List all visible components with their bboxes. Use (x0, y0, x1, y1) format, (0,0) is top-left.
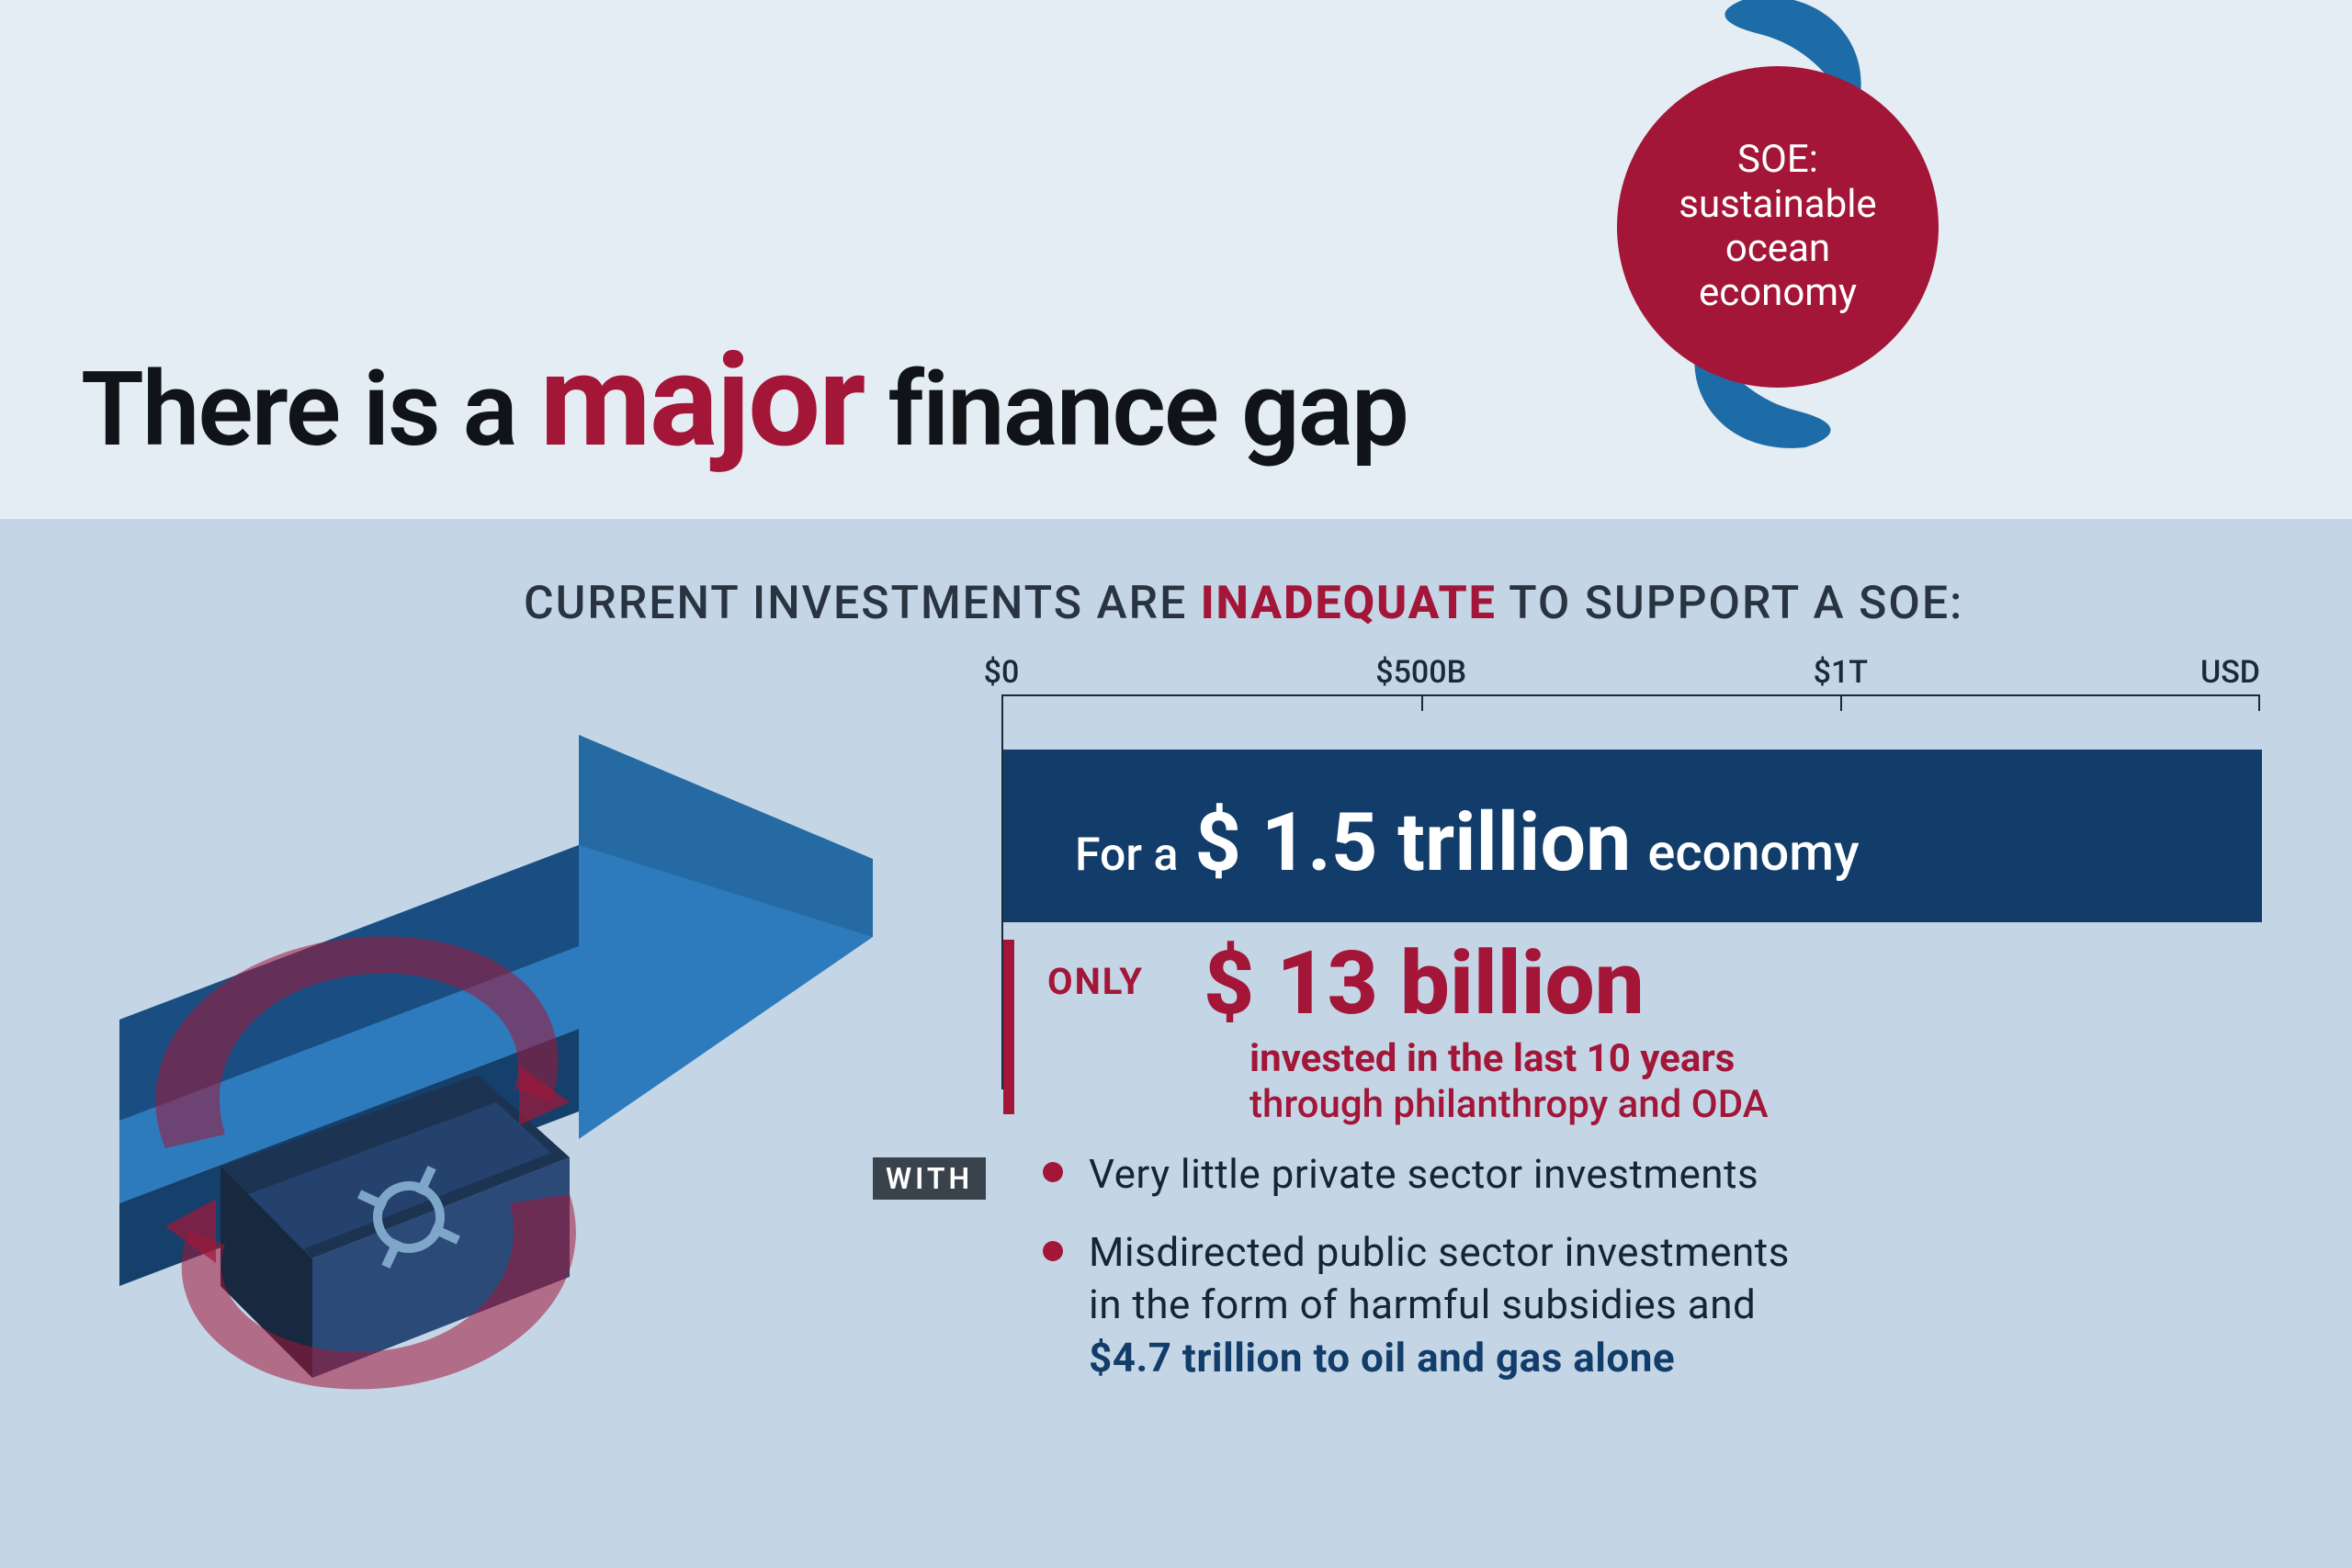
axis-end-tick (2258, 694, 2260, 711)
subhead-pre: CURRENT INVESTMENTS ARE (524, 577, 1201, 630)
soe-badge: SOE:sustainableoceaneconomy (1521, 0, 2035, 484)
headline-em: major (540, 326, 865, 477)
arrow-wallet-icon (9, 625, 974, 1451)
soe-text: SOE:sustainableoceaneconomy (1679, 138, 1876, 315)
bullet-item: Misdirected public sector investmentsin … (1043, 1226, 2265, 1384)
bullet-list: Very little private sector investments Mi… (1043, 1148, 2265, 1410)
subhead: CURRENT INVESTMENTS ARE INADEQUATE TO SU… (524, 577, 1963, 630)
bar-economy-label: For a $ 1.5 trillion economy (1075, 795, 1860, 890)
axis-tick-label: $1T (1814, 654, 1868, 691)
soe-circle: SOE:sustainableoceaneconomy (1617, 66, 1939, 388)
subhead-em: INADEQUATE (1201, 577, 1497, 630)
thirteen-billion: $ 13 billion (1204, 932, 1645, 1035)
invested-line-1: invested in the last 10 years (1250, 1036, 1735, 1081)
axis-line (1001, 694, 2260, 696)
infographic-canvas: SOE:sustainableoceaneconomy There is a m… (0, 0, 2352, 1568)
axis-tick-label: $0 (984, 654, 1020, 691)
invested-line-2: through philanthropy and ODA (1250, 1082, 1769, 1127)
only-label: ONLY (1047, 960, 1144, 1003)
subhead-post: TO SUPPORT A SOE: (1497, 577, 1963, 630)
headline-post: finance gap (864, 350, 1407, 470)
axis-tick-label: $500B (1375, 654, 1466, 691)
headline-pre: There is a (81, 350, 540, 470)
bar-invested (1003, 940, 1014, 1114)
with-badge: WITH (873, 1157, 986, 1200)
headline: There is a major finance gap (81, 326, 1408, 477)
axis-tick (1840, 694, 1842, 711)
investment-bar-chart: $0$500B$1TUSDFor a $ 1.5 trillion econom… (1001, 661, 2260, 1102)
bullet-item: Very little private sector investments (1043, 1148, 2265, 1201)
axis-unit-label: USD (2200, 654, 2260, 691)
axis-tick (1421, 694, 1423, 711)
